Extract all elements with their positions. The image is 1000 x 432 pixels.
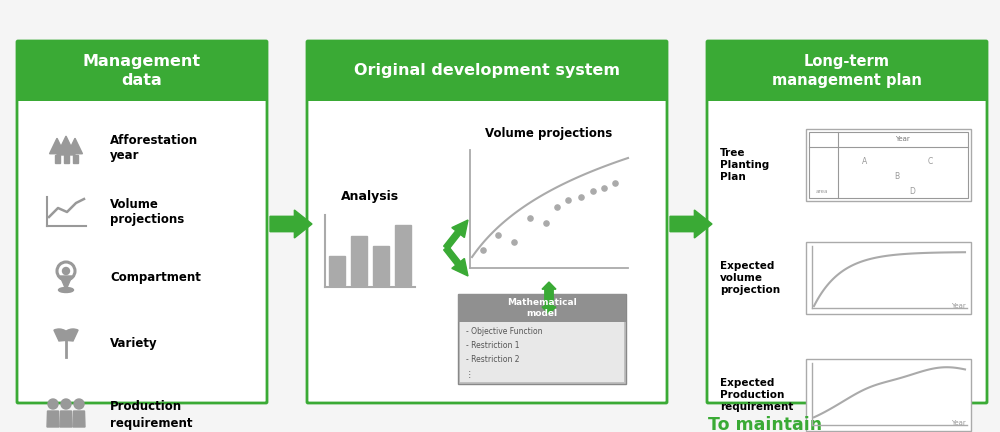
Text: Year: Year bbox=[951, 303, 966, 309]
FancyArrow shape bbox=[270, 210, 312, 238]
Bar bbox=[18, 42, 266, 100]
Text: Original development system: Original development system bbox=[354, 64, 620, 79]
Polygon shape bbox=[50, 138, 64, 154]
Polygon shape bbox=[68, 138, 82, 154]
Text: B: B bbox=[894, 172, 899, 181]
Bar bbox=[72, 155, 78, 163]
FancyBboxPatch shape bbox=[707, 41, 987, 403]
Text: Expected
volume
projection: Expected volume projection bbox=[720, 260, 780, 295]
Bar bbox=[64, 155, 68, 163]
Polygon shape bbox=[73, 411, 85, 427]
Text: Afforestation
year: Afforestation year bbox=[110, 133, 198, 162]
Bar bbox=[395, 225, 411, 285]
Text: Production
requirement: Production requirement bbox=[110, 400, 192, 429]
Bar bbox=[809, 132, 968, 198]
FancyBboxPatch shape bbox=[17, 41, 267, 403]
Bar bbox=[54, 155, 60, 163]
Point bbox=[585, 188, 601, 195]
Polygon shape bbox=[60, 411, 72, 427]
Bar bbox=[308, 42, 666, 100]
Text: Expected
Production
requirement: Expected Production requirement bbox=[720, 378, 793, 413]
FancyArrow shape bbox=[670, 210, 712, 238]
Text: - Objective Function: - Objective Function bbox=[466, 327, 542, 337]
Point bbox=[607, 180, 623, 187]
Bar bbox=[373, 245, 389, 285]
Text: Year: Year bbox=[951, 420, 966, 426]
Wedge shape bbox=[54, 329, 71, 341]
FancyArrow shape bbox=[444, 246, 468, 276]
Wedge shape bbox=[61, 329, 78, 341]
Point bbox=[560, 196, 576, 203]
Circle shape bbox=[62, 267, 70, 274]
Circle shape bbox=[48, 399, 58, 409]
Point bbox=[596, 184, 612, 191]
Bar bbox=[351, 236, 367, 285]
Bar bbox=[806, 359, 971, 431]
Text: D: D bbox=[909, 187, 915, 196]
Point bbox=[549, 203, 565, 210]
Text: Year: Year bbox=[895, 136, 910, 142]
FancyArrow shape bbox=[542, 298, 556, 314]
Bar bbox=[708, 42, 986, 100]
Bar bbox=[458, 294, 626, 384]
Text: ⋮: ⋮ bbox=[466, 369, 474, 378]
Text: Management
data: Management data bbox=[83, 54, 201, 88]
Text: area: area bbox=[815, 189, 828, 194]
Ellipse shape bbox=[58, 288, 74, 292]
Text: Volume projections: Volume projections bbox=[485, 127, 613, 140]
Text: Volume
projections: Volume projections bbox=[110, 197, 184, 226]
Point bbox=[538, 220, 554, 227]
FancyBboxPatch shape bbox=[707, 41, 987, 101]
Text: Variety: Variety bbox=[110, 337, 158, 350]
Text: Tree
Planting
Plan: Tree Planting Plan bbox=[720, 148, 769, 182]
Point bbox=[522, 215, 538, 222]
FancyBboxPatch shape bbox=[17, 41, 267, 101]
Bar bbox=[458, 294, 626, 322]
Point bbox=[506, 238, 522, 245]
Point bbox=[475, 247, 491, 254]
Circle shape bbox=[61, 399, 71, 409]
Text: - Restriction 2: - Restriction 2 bbox=[466, 356, 520, 365]
Text: Compartment: Compartment bbox=[110, 271, 201, 285]
Point bbox=[573, 194, 589, 200]
Text: To maintain
high harvest volume: To maintain high harvest volume bbox=[708, 416, 909, 432]
FancyBboxPatch shape bbox=[307, 41, 667, 101]
Bar bbox=[460, 322, 624, 382]
Text: Mathematical
model: Mathematical model bbox=[507, 299, 577, 318]
FancyArrow shape bbox=[444, 220, 468, 250]
Text: Tree Planting Plan
Optimization: Tree Planting Plan Optimization bbox=[477, 324, 599, 353]
Text: Analysis: Analysis bbox=[341, 190, 399, 203]
Bar bbox=[329, 257, 345, 285]
Bar bbox=[806, 129, 971, 201]
Polygon shape bbox=[60, 276, 72, 290]
Polygon shape bbox=[57, 136, 75, 155]
Point bbox=[490, 232, 506, 238]
FancyBboxPatch shape bbox=[307, 41, 667, 403]
Circle shape bbox=[74, 399, 84, 409]
Bar bbox=[806, 242, 971, 314]
FancyArrow shape bbox=[542, 282, 556, 298]
Text: A: A bbox=[862, 156, 867, 165]
Text: Long-term
management plan: Long-term management plan bbox=[772, 54, 922, 88]
Text: - Restriction 1: - Restriction 1 bbox=[466, 342, 520, 350]
Polygon shape bbox=[47, 411, 59, 427]
Text: C: C bbox=[927, 156, 932, 165]
